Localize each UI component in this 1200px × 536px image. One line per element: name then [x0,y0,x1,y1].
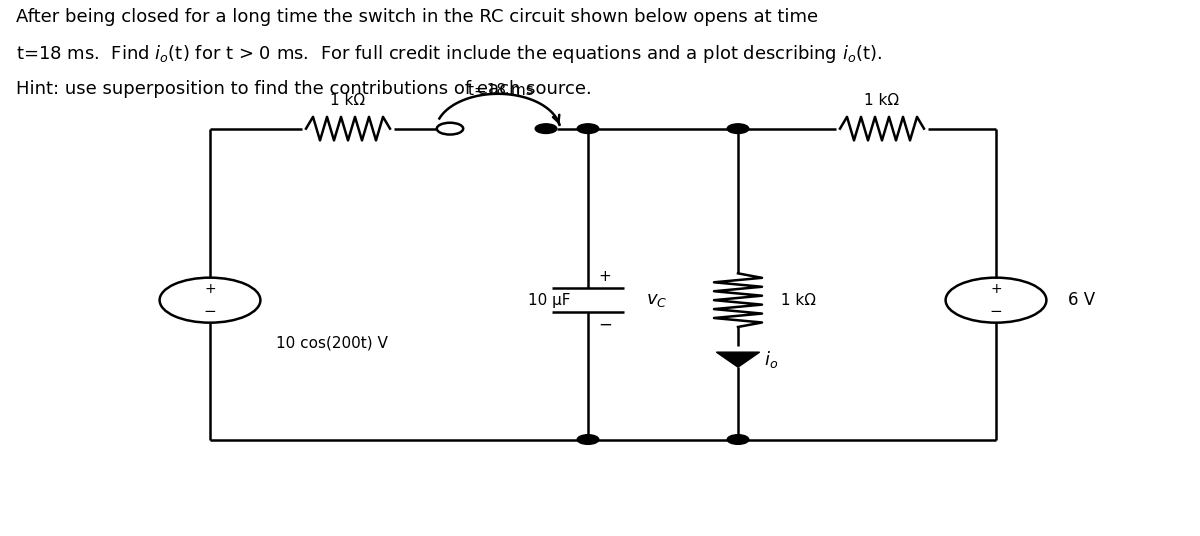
Text: t=18 ms: t=18 ms [468,83,534,98]
Text: −: − [598,315,612,333]
Text: 6 V: 6 V [1068,291,1096,309]
Text: After being closed for a long time the switch in the RC circuit shown below open: After being closed for a long time the s… [16,8,817,26]
Text: $i_o$: $i_o$ [764,349,779,370]
Text: Hint: use superposition to find the contributions of each source.: Hint: use superposition to find the cont… [16,80,592,99]
Text: +: + [204,282,216,296]
Text: 1 kΩ: 1 kΩ [864,93,900,108]
Text: 10 cos(200t) V: 10 cos(200t) V [276,335,388,350]
Circle shape [535,124,557,133]
Circle shape [727,124,749,133]
Circle shape [577,124,599,133]
Text: 1 kΩ: 1 kΩ [776,293,816,308]
Text: t=18 ms.  Find $i_o$(t) for t > 0 ms.  For full credit include the equations and: t=18 ms. Find $i_o$(t) for t > 0 ms. For… [16,43,882,65]
Polygon shape [716,352,760,367]
Text: 1 kΩ: 1 kΩ [330,93,366,108]
Text: +: + [990,282,1002,296]
Circle shape [727,435,749,444]
Text: −: − [204,304,216,319]
Text: 10 μF: 10 μF [528,293,570,308]
Text: +: + [599,269,611,284]
Circle shape [577,435,599,444]
Text: $v_C$: $v_C$ [646,291,667,309]
Text: −: − [990,304,1002,319]
